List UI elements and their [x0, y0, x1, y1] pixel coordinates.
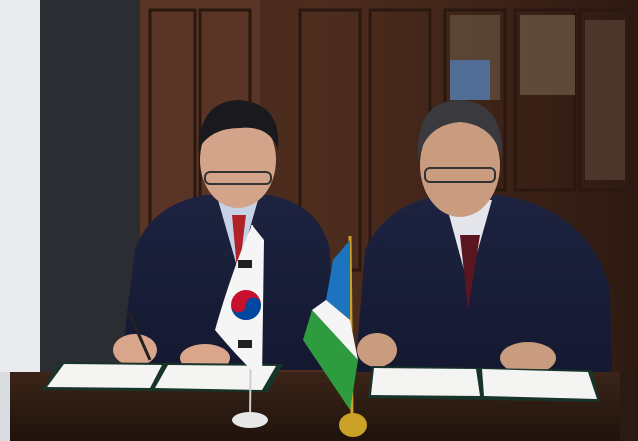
left-folder — [42, 362, 283, 392]
korea-flag — [215, 224, 268, 428]
picture — [450, 60, 490, 100]
white-wall — [0, 372, 10, 441]
right-person — [355, 100, 612, 375]
glass-shelf — [520, 15, 575, 95]
dark-panel — [40, 0, 140, 380]
right-folder — [368, 366, 600, 402]
white-wall — [0, 0, 40, 441]
left-person — [113, 100, 335, 372]
uzbekistan-flag — [303, 235, 367, 437]
floor — [620, 372, 638, 441]
glass-shelf — [585, 20, 625, 180]
